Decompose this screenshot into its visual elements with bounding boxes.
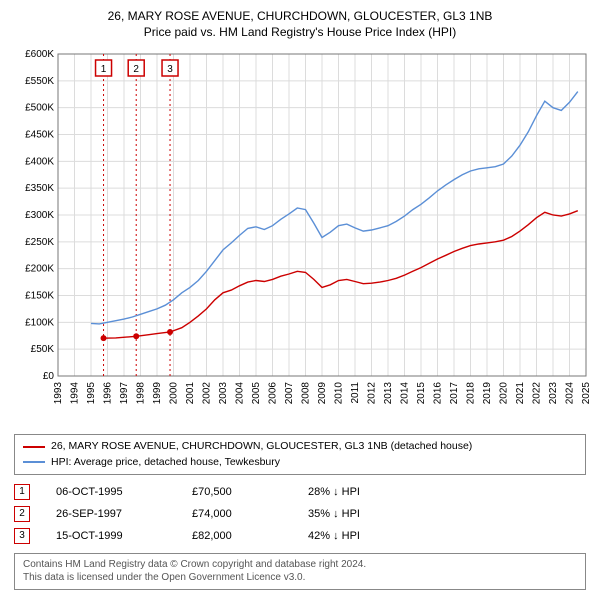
svg-text:2009: 2009 xyxy=(317,382,328,405)
events-table: 1 06-OCT-1995 £70,500 28% ↓ HPI 2 26-SEP… xyxy=(14,481,586,547)
title-line-1: 26, MARY ROSE AVENUE, CHURCHDOWN, GLOUCE… xyxy=(8,8,592,24)
event-price: £70,500 xyxy=(192,486,282,498)
svg-text:2: 2 xyxy=(133,64,139,75)
svg-text:2004: 2004 xyxy=(235,382,246,405)
svg-text:2023: 2023 xyxy=(548,382,559,405)
svg-text:1993: 1993 xyxy=(53,382,64,405)
legend-label: HPI: Average price, detached house, Tewk… xyxy=(51,455,280,470)
svg-text:2021: 2021 xyxy=(515,382,526,405)
event-delta: 35% ↓ HPI xyxy=(308,508,418,520)
event-date: 15-OCT-1999 xyxy=(56,530,166,542)
svg-text:£500K: £500K xyxy=(25,103,54,114)
svg-text:1997: 1997 xyxy=(119,382,130,405)
event-row: 1 06-OCT-1995 £70,500 28% ↓ HPI xyxy=(14,481,586,503)
svg-text:2014: 2014 xyxy=(400,382,411,405)
svg-text:2019: 2019 xyxy=(482,382,493,405)
chart-area: £0 £50K £100K £150K £200K £250K £300K £350K £400… xyxy=(8,46,592,426)
svg-text:£0: £0 xyxy=(43,371,55,382)
event-row: 2 26-SEP-1997 £74,000 35% ↓ HPI xyxy=(14,503,586,525)
svg-text:3: 3 xyxy=(167,64,173,75)
svg-text:2016: 2016 xyxy=(433,382,444,405)
footer-line-1: Contains HM Land Registry data © Crown c… xyxy=(23,558,577,572)
svg-text:£350K: £350K xyxy=(25,184,54,195)
svg-text:2006: 2006 xyxy=(268,382,279,405)
svg-text:2012: 2012 xyxy=(367,382,378,405)
event-date: 26-SEP-1997 xyxy=(56,508,166,520)
event-marker-box: 3 xyxy=(14,528,30,544)
svg-text:£200K: £200K xyxy=(25,264,54,275)
svg-text:2025: 2025 xyxy=(581,382,592,405)
svg-text:£450K: £450K xyxy=(25,130,54,141)
event-marker-box: 2 xyxy=(14,506,30,522)
svg-text:2005: 2005 xyxy=(251,382,262,405)
svg-text:2007: 2007 xyxy=(284,382,295,405)
event-price: £82,000 xyxy=(192,530,282,542)
svg-text:2002: 2002 xyxy=(202,382,213,405)
svg-text:2024: 2024 xyxy=(565,382,576,405)
svg-text:£400K: £400K xyxy=(25,157,54,168)
event-marker-box: 1 xyxy=(14,484,30,500)
legend-swatch xyxy=(23,461,45,463)
svg-text:2000: 2000 xyxy=(169,382,180,405)
footer-line-2: This data is licensed under the Open Gov… xyxy=(23,571,577,585)
svg-text:2003: 2003 xyxy=(218,382,229,405)
svg-text:2017: 2017 xyxy=(449,382,460,405)
title-line-2: Price paid vs. HM Land Registry's House … xyxy=(8,24,592,40)
svg-text:1996: 1996 xyxy=(103,382,114,405)
svg-text:£300K: £300K xyxy=(25,210,54,221)
legend-item: HPI: Average price, detached house, Tewk… xyxy=(23,455,577,470)
svg-text:£550K: £550K xyxy=(25,76,54,87)
event-price: £74,000 xyxy=(192,508,282,520)
legend-swatch xyxy=(23,446,45,448)
svg-text:2018: 2018 xyxy=(466,382,477,405)
svg-text:2001: 2001 xyxy=(185,382,196,405)
event-delta: 42% ↓ HPI xyxy=(308,530,418,542)
legend-box: 26, MARY ROSE AVENUE, CHURCHDOWN, GLOUCE… xyxy=(14,434,586,474)
svg-text:£50K: £50K xyxy=(31,345,55,356)
svg-text:1995: 1995 xyxy=(86,382,97,405)
footer-attribution: Contains HM Land Registry data © Crown c… xyxy=(14,553,586,590)
figure-container: 26, MARY ROSE AVENUE, CHURCHDOWN, GLOUCE… xyxy=(0,0,600,594)
event-delta: 28% ↓ HPI xyxy=(308,486,418,498)
svg-text:1998: 1998 xyxy=(136,382,147,405)
svg-text:1999: 1999 xyxy=(152,382,163,405)
event-date: 06-OCT-1995 xyxy=(56,486,166,498)
svg-text:2020: 2020 xyxy=(499,382,510,405)
svg-text:1: 1 xyxy=(101,64,107,75)
event-row: 3 15-OCT-1999 £82,000 42% ↓ HPI xyxy=(14,525,586,547)
svg-text:2013: 2013 xyxy=(383,382,394,405)
svg-text:2022: 2022 xyxy=(532,382,543,405)
svg-text:2015: 2015 xyxy=(416,382,427,405)
svg-text:2008: 2008 xyxy=(301,382,312,405)
svg-text:£150K: £150K xyxy=(25,291,54,302)
svg-text:1994: 1994 xyxy=(70,382,81,405)
svg-text:£600K: £600K xyxy=(25,49,54,60)
title-block: 26, MARY ROSE AVENUE, CHURCHDOWN, GLOUCE… xyxy=(8,8,592,40)
svg-text:£100K: £100K xyxy=(25,318,54,329)
legend-item: 26, MARY ROSE AVENUE, CHURCHDOWN, GLOUCE… xyxy=(23,439,577,454)
svg-text:2011: 2011 xyxy=(350,382,361,404)
legend-label: 26, MARY ROSE AVENUE, CHURCHDOWN, GLOUCE… xyxy=(51,439,472,454)
svg-text:2010: 2010 xyxy=(334,382,345,405)
svg-text:£250K: £250K xyxy=(25,237,54,248)
line-chart-svg: £0 £50K £100K £150K £200K £250K £300K £350K £400… xyxy=(8,46,592,426)
